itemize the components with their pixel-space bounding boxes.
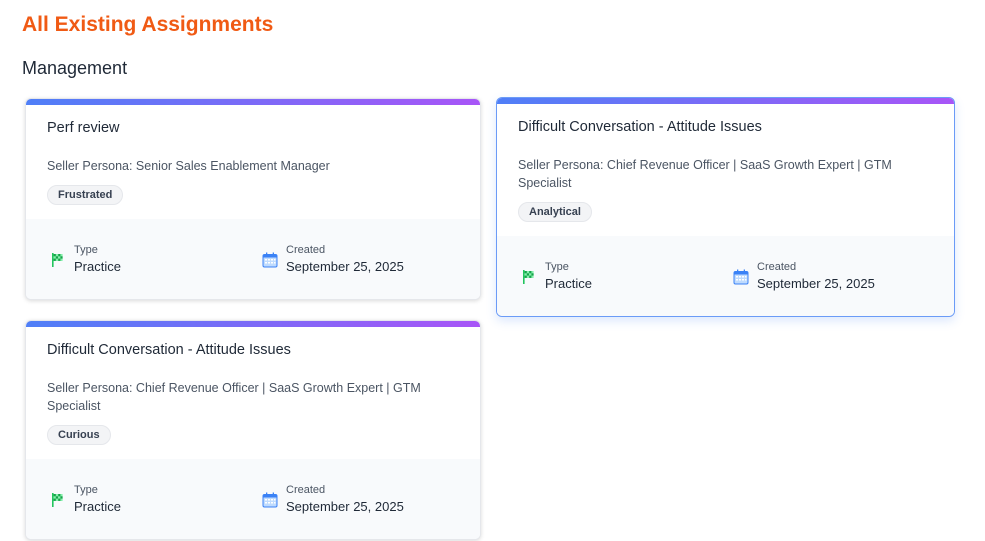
type-meta: Type Practice (50, 484, 121, 514)
card-persona: Seller Persona: Senior Sales Enablement … (47, 159, 330, 173)
type-meta: Type Practice (521, 261, 592, 291)
card-footer: Type Practice Created September 25, 2025 (26, 219, 480, 299)
type-label: Type (545, 261, 569, 273)
assignment-card[interactable]: Perf review Seller Persona: Senior Sales… (25, 98, 481, 300)
type-value: Practice (74, 259, 121, 274)
created-meta: Created September 25, 2025 (262, 484, 404, 514)
type-label: Type (74, 484, 98, 496)
card-persona: Seller Persona: Chief Revenue Officer | … (47, 381, 421, 413)
calendar-icon (262, 252, 278, 268)
created-meta: Created September 25, 2025 (262, 244, 404, 274)
type-value: Practice (74, 499, 121, 514)
created-value: September 25, 2025 (286, 259, 404, 274)
card-title: Difficult Conversation - Attitude Issues (518, 119, 762, 135)
card-accent-bar (497, 98, 954, 104)
created-value: September 25, 2025 (757, 276, 875, 291)
mood-tag: Frustrated (47, 185, 124, 205)
created-label: Created (286, 244, 326, 256)
card-persona: Seller Persona: Chief Revenue Officer | … (518, 158, 892, 190)
card-title: Difficult Conversation - Attitude Issues (47, 342, 291, 358)
created-label: Created (286, 484, 326, 496)
calendar-icon (262, 492, 278, 508)
type-label: Type (74, 244, 98, 256)
mood-tag: Analytical (518, 202, 592, 222)
assignment-card[interactable]: Difficult Conversation - Attitude Issues… (25, 320, 481, 540)
type-meta: Type Practice (50, 244, 121, 274)
created-meta: Created September 25, 2025 (733, 261, 875, 291)
flag-icon (523, 270, 534, 284)
card-accent-bar (26, 321, 480, 327)
page-title: All Existing Assignments (22, 13, 274, 36)
assignment-card[interactable]: Difficult Conversation - Attitude Issues… (496, 97, 955, 317)
card-title: Perf review (47, 120, 120, 136)
flag-icon (52, 253, 63, 267)
card-footer: Type Practice Created September 25, 2025 (26, 459, 480, 539)
calendar-icon (733, 269, 749, 285)
card-accent-bar (26, 99, 480, 105)
created-label: Created (757, 261, 797, 273)
type-value: Practice (545, 276, 592, 291)
section-title: Management (22, 58, 128, 78)
mood-tag: Curious (47, 425, 111, 445)
flag-icon (52, 493, 63, 507)
created-value: September 25, 2025 (286, 499, 404, 514)
card-footer: Type Practice Created September 25, 2025 (497, 236, 954, 316)
